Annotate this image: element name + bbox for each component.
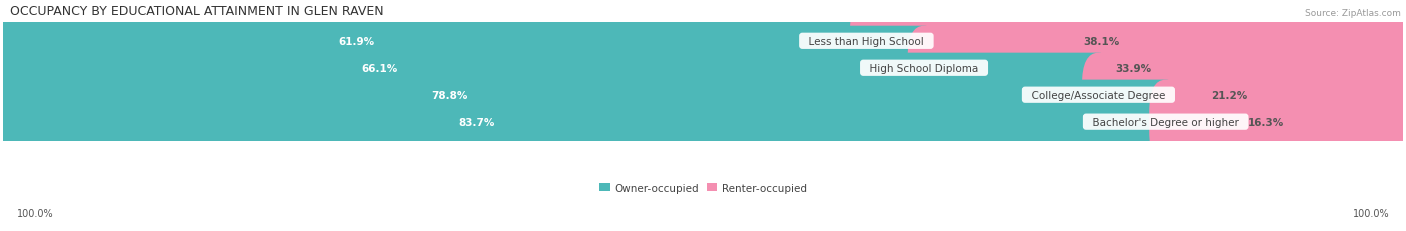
FancyBboxPatch shape xyxy=(0,80,1182,164)
Text: 61.9%: 61.9% xyxy=(339,37,374,47)
FancyBboxPatch shape xyxy=(1083,53,1406,137)
FancyBboxPatch shape xyxy=(1149,80,1406,164)
Text: 78.8%: 78.8% xyxy=(432,90,467,100)
FancyBboxPatch shape xyxy=(0,18,1406,119)
Text: 33.9%: 33.9% xyxy=(1115,64,1152,73)
Text: 100.0%: 100.0% xyxy=(17,208,53,218)
FancyBboxPatch shape xyxy=(0,0,1406,93)
Text: High School Diploma: High School Diploma xyxy=(863,64,986,73)
Legend: Owner-occupied, Renter-occupied: Owner-occupied, Renter-occupied xyxy=(595,179,811,197)
FancyBboxPatch shape xyxy=(0,44,1406,146)
FancyBboxPatch shape xyxy=(0,27,941,110)
Text: 16.3%: 16.3% xyxy=(1249,117,1285,127)
Text: Source: ZipAtlas.com: Source: ZipAtlas.com xyxy=(1305,9,1400,18)
Text: 38.1%: 38.1% xyxy=(1084,37,1121,47)
Text: 66.1%: 66.1% xyxy=(361,64,398,73)
FancyBboxPatch shape xyxy=(0,53,1115,137)
Text: OCCUPANCY BY EDUCATIONAL ATTAINMENT IN GLEN RAVEN: OCCUPANCY BY EDUCATIONAL ATTAINMENT IN G… xyxy=(10,5,384,18)
Text: 21.2%: 21.2% xyxy=(1212,90,1247,100)
Text: Less than High School: Less than High School xyxy=(803,37,931,47)
FancyBboxPatch shape xyxy=(0,71,1406,173)
FancyBboxPatch shape xyxy=(849,0,1406,83)
Text: Bachelor's Degree or higher: Bachelor's Degree or higher xyxy=(1085,117,1246,127)
FancyBboxPatch shape xyxy=(0,0,883,83)
FancyBboxPatch shape xyxy=(908,27,1406,110)
Text: College/Associate Degree: College/Associate Degree xyxy=(1025,90,1171,100)
Text: 83.7%: 83.7% xyxy=(458,117,495,127)
Text: 100.0%: 100.0% xyxy=(1353,208,1389,218)
